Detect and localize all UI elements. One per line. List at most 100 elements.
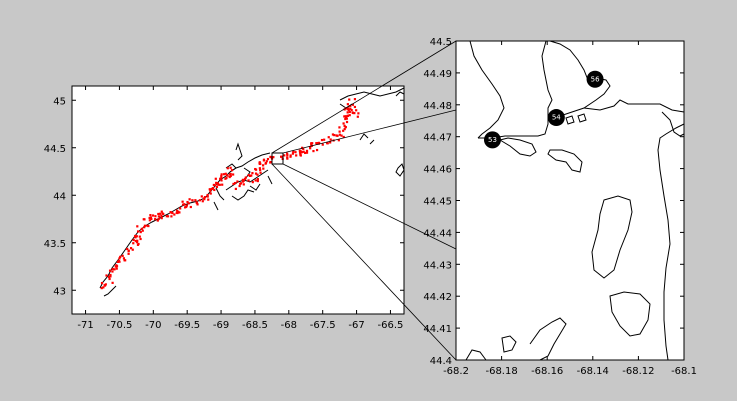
observation-point [344,117,347,121]
observation-point [149,216,153,219]
observation-point [247,174,250,177]
observation-point [229,166,232,169]
observation-point [100,281,104,285]
observation-point [241,178,245,181]
y-tick-label: 44.47 [423,133,452,144]
observation-point [111,270,114,273]
observation-point [218,183,221,186]
observation-point [310,143,313,146]
observation-point [343,108,346,111]
observation-point [105,274,108,277]
observation-point [138,235,141,238]
observation-point [315,148,319,152]
observation-point [333,133,336,137]
observation-point [182,203,185,206]
x-tick-label: -68.1 [671,366,697,377]
station-marker: 54 [547,109,565,127]
observation-point [351,103,355,106]
observation-point [338,126,341,129]
observation-point [254,168,258,171]
y-tick-label: 44.46 [423,165,452,176]
observation-point [157,217,160,221]
observation-point [213,188,216,192]
observation-point [256,178,259,181]
connector-bottom [271,163,457,361]
observation-point [346,108,349,111]
observation-point [219,177,222,180]
observation-point [349,104,352,108]
observation-point [175,209,179,212]
main-map: -71 -70.5 -70 -69.5 -69 -68.5 -68 -67.5 -67 -66.5… [44,85,405,331]
observation-point [165,215,168,218]
observation-point [198,199,201,202]
observation-point [301,146,304,149]
observation-point [146,224,149,227]
observation-point [357,112,360,115]
observation-point [236,180,239,183]
y-tick-label: 43.5 [44,239,66,250]
observation-point [342,129,345,132]
observation-point [177,210,180,213]
observation-point [299,153,302,156]
observation-point [353,105,357,109]
observation-point [320,138,324,142]
observation-point [136,225,139,228]
observation-point [350,108,353,112]
observation-point [310,142,313,145]
observation-point [151,214,155,217]
inset-map-axes [455,40,685,361]
observation-point [107,275,111,279]
observation-point [244,177,247,181]
station-dot [547,109,565,127]
observation-point [214,177,217,180]
observation-point [103,284,106,287]
observation-point [302,147,305,151]
observation-point [222,173,226,176]
observation-point [331,133,335,136]
y-tick-label: 44.42 [423,292,452,303]
observation-point [302,150,305,153]
observation-point [348,110,351,114]
observation-point [346,114,349,118]
observation-point [251,180,254,184]
observation-point [272,156,275,159]
observation-point [298,149,301,152]
observation-point [343,128,346,131]
observation-point [212,183,215,187]
x-tick-label: -70.5 [106,320,132,331]
observation-point [161,212,164,215]
x-tick-label: -68.2 [443,366,469,377]
observation-point [196,203,199,206]
y-tick-label: 44.44 [423,228,452,239]
observation-point [127,249,130,252]
observation-point [262,159,266,162]
observation-point [136,239,139,242]
x-tick-label: -66.5 [378,320,404,331]
observation-point [254,179,257,182]
observation-point [216,182,220,185]
observation-point [251,172,254,175]
inset-region-box [271,152,284,165]
observation-point [207,198,210,201]
observation-point [286,152,289,155]
observation-point [305,151,309,154]
observation-point [286,156,289,159]
observation-point [209,192,212,195]
observation-point [238,184,241,188]
observation-point [173,213,176,216]
observation-point [232,173,235,176]
main-map-points [100,98,360,290]
observation-point [233,181,237,185]
observation-point [220,174,223,178]
observation-point [247,179,250,182]
observation-point [259,162,262,165]
x-tick-label: -69 [213,320,229,331]
observation-point [242,183,245,186]
observation-point [256,173,259,176]
observation-point [347,108,350,112]
observation-point [104,283,107,286]
observation-point [289,155,292,158]
observation-point [148,216,151,220]
observation-point [179,207,182,210]
